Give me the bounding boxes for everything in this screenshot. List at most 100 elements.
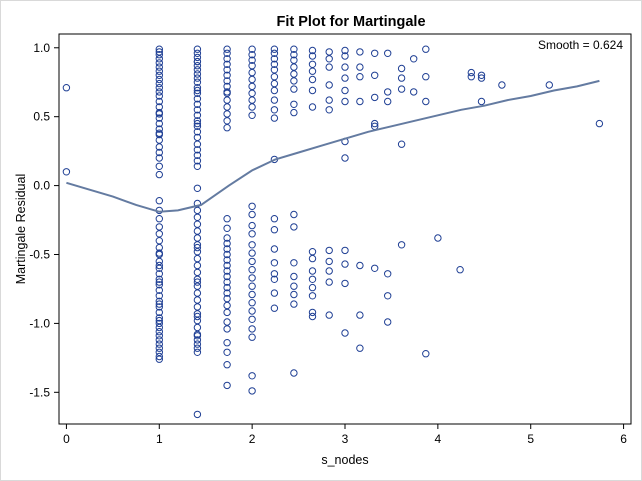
residual-point bbox=[308, 248, 317, 256]
residual-point bbox=[193, 332, 202, 340]
residual-point bbox=[223, 60, 231, 68]
x-tick-label: 1 bbox=[156, 432, 163, 446]
residual-point bbox=[248, 75, 256, 84]
x-axis-label: s_nodes bbox=[321, 453, 368, 467]
residual-point bbox=[290, 259, 298, 267]
residual-point bbox=[223, 49, 231, 57]
residual-point bbox=[193, 254, 202, 263]
residual-point bbox=[193, 57, 202, 66]
residual-point bbox=[193, 117, 202, 125]
residual-point bbox=[155, 300, 164, 308]
residual-point bbox=[248, 202, 256, 211]
residual-point bbox=[308, 103, 317, 111]
residual-point bbox=[193, 303, 202, 311]
x-tick-label: 5 bbox=[527, 432, 534, 446]
residual-point bbox=[193, 316, 202, 325]
residual-point bbox=[193, 162, 202, 171]
residual-point bbox=[193, 278, 202, 286]
residual-point bbox=[477, 71, 486, 80]
residual-point bbox=[223, 318, 231, 326]
residual-point bbox=[308, 52, 317, 60]
residual-point bbox=[422, 45, 430, 53]
x-tick-label: 6 bbox=[620, 432, 627, 446]
residual-point bbox=[223, 96, 231, 104]
residual-point bbox=[384, 270, 392, 278]
residual-point bbox=[193, 340, 202, 348]
residual-point bbox=[193, 86, 202, 95]
residual-point bbox=[193, 128, 202, 136]
residual-point bbox=[223, 55, 231, 63]
residual-point bbox=[325, 311, 333, 319]
residual-point bbox=[223, 283, 231, 292]
residual-point bbox=[223, 278, 231, 286]
y-tick-label: 0.5 bbox=[33, 110, 50, 124]
residual-point bbox=[155, 264, 164, 272]
residual-point bbox=[155, 197, 164, 205]
residual-point bbox=[356, 63, 364, 71]
residual-point bbox=[371, 71, 379, 80]
residual-point bbox=[290, 63, 298, 71]
residual-point bbox=[155, 297, 164, 305]
points-layer bbox=[62, 45, 604, 419]
residual-point bbox=[270, 45, 279, 53]
x-axis: 0 1 2 3 4 5 6 bbox=[63, 424, 627, 446]
residual-point bbox=[270, 60, 279, 68]
residual-point bbox=[341, 86, 349, 95]
residual-point bbox=[193, 234, 202, 242]
residual-point bbox=[248, 51, 256, 59]
x-tick-label: 2 bbox=[249, 432, 256, 446]
residual-point bbox=[155, 328, 164, 336]
residual-point bbox=[270, 86, 279, 95]
residual-point bbox=[193, 122, 202, 131]
residual-point bbox=[356, 311, 364, 319]
residual-point bbox=[155, 270, 164, 278]
residual-point bbox=[248, 82, 256, 91]
residual-point bbox=[155, 303, 164, 311]
residual-point bbox=[193, 289, 202, 297]
residual-point bbox=[290, 290, 298, 299]
residual-point bbox=[155, 355, 164, 363]
residual-point bbox=[384, 318, 392, 326]
residual-point bbox=[223, 289, 231, 297]
residual-point bbox=[193, 261, 202, 270]
residual-point bbox=[62, 84, 71, 92]
residual-point bbox=[384, 49, 392, 57]
residual-point bbox=[308, 283, 317, 292]
residual-point bbox=[193, 410, 202, 419]
residual-point bbox=[155, 63, 164, 71]
residual-point bbox=[384, 292, 392, 300]
residual-point bbox=[223, 124, 231, 132]
residual-point bbox=[223, 88, 231, 96]
residual-point bbox=[248, 45, 256, 53]
residual-point bbox=[341, 74, 349, 82]
residual-point bbox=[325, 96, 333, 104]
y-axis: -1.5 -1.0 -0.5 0.0 0.5 1.0 bbox=[29, 41, 59, 399]
x-tick-label: 4 bbox=[435, 432, 442, 446]
residual-point bbox=[223, 261, 231, 270]
residual-point bbox=[155, 223, 164, 231]
residual-point bbox=[325, 48, 333, 56]
residual-point bbox=[193, 220, 202, 228]
residual-point bbox=[308, 312, 317, 321]
residual-point bbox=[248, 249, 256, 257]
residual-point bbox=[193, 206, 202, 215]
residual-point bbox=[308, 267, 317, 275]
residual-point bbox=[248, 299, 256, 307]
residual-point bbox=[456, 266, 464, 274]
residual-point bbox=[248, 257, 256, 266]
residual-point bbox=[155, 215, 164, 223]
residual-point bbox=[384, 88, 392, 96]
residual-point bbox=[248, 266, 256, 274]
residual-point bbox=[223, 308, 231, 317]
residual-point bbox=[193, 248, 202, 256]
residual-point bbox=[223, 71, 231, 80]
residual-point bbox=[155, 125, 164, 133]
smooth-annotation: Smooth = 0.624 bbox=[538, 38, 623, 52]
residual-point bbox=[155, 51, 164, 59]
residual-point bbox=[155, 129, 164, 137]
residual-point bbox=[325, 267, 333, 275]
residual-point bbox=[155, 348, 164, 356]
residual-point bbox=[498, 81, 506, 89]
residual-point bbox=[155, 237, 164, 245]
residual-point bbox=[155, 59, 164, 67]
